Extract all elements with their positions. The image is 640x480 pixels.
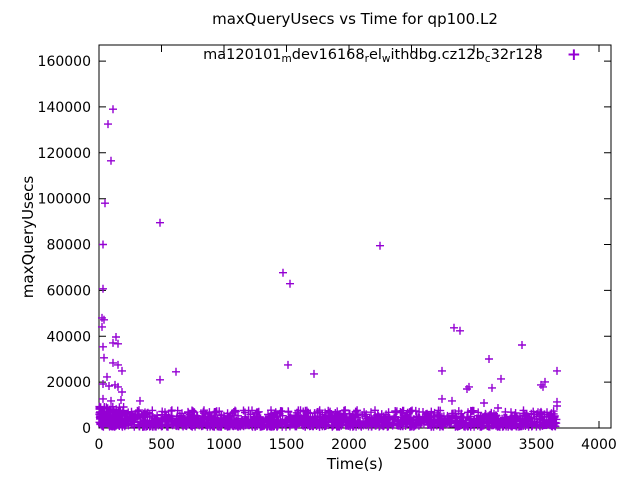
chart-title: maxQueryUsecs vs Time for qp100.L2 xyxy=(212,10,498,28)
x-tick-label: 1500 xyxy=(269,437,305,453)
x-tick-label: 4000 xyxy=(581,437,617,453)
legend-label-segment: 32r128 xyxy=(490,47,543,63)
data-points xyxy=(95,105,561,431)
legend-label-segment: el xyxy=(368,47,382,63)
x-tick-label: 3000 xyxy=(456,437,492,453)
y-tick-label: 40000 xyxy=(46,329,91,345)
y-tick-label: 60000 xyxy=(46,283,91,299)
legend-label-subscript: w xyxy=(381,53,391,65)
x-tick-label: 0 xyxy=(95,437,104,453)
plot-border xyxy=(98,44,612,429)
legend-label-subscript: r xyxy=(364,53,369,65)
y-tick-label: 20000 xyxy=(46,375,91,391)
y-tick-label: 160000 xyxy=(38,54,91,70)
legend-label-segment: ithdbg.cz12b xyxy=(390,47,485,63)
y-tick-label: 140000 xyxy=(38,100,91,116)
x-tick-label: 2500 xyxy=(394,437,430,453)
x-axis-label: Time(s) xyxy=(326,455,384,473)
y-tick-label: 0 xyxy=(82,421,91,437)
x-tick-label: 500 xyxy=(148,437,175,453)
legend-label-segment: ma120101 xyxy=(203,47,282,63)
legend-label-subscript: c xyxy=(484,53,491,65)
x-tick-label: 1000 xyxy=(206,437,242,453)
x-tick-label: 3500 xyxy=(519,437,555,453)
y-tick-label: 100000 xyxy=(38,192,91,208)
y-tick-label: 120000 xyxy=(38,146,91,162)
legend-label-segment: dev16168 xyxy=(291,47,365,63)
legend-label: ma120101mdev16168relwithdbg.cz12bc32r128 xyxy=(203,47,543,65)
legend-label-subscript: m xyxy=(281,53,292,65)
y-axis-label: maxQueryUsecs xyxy=(19,175,37,299)
legend: ma120101mdev16168relwithdbg.cz12bc32r128… xyxy=(99,45,581,66)
y-tick-label: 80000 xyxy=(46,238,91,254)
x-tick-label: 2000 xyxy=(331,437,367,453)
plus-marker-icon: + xyxy=(566,45,581,65)
